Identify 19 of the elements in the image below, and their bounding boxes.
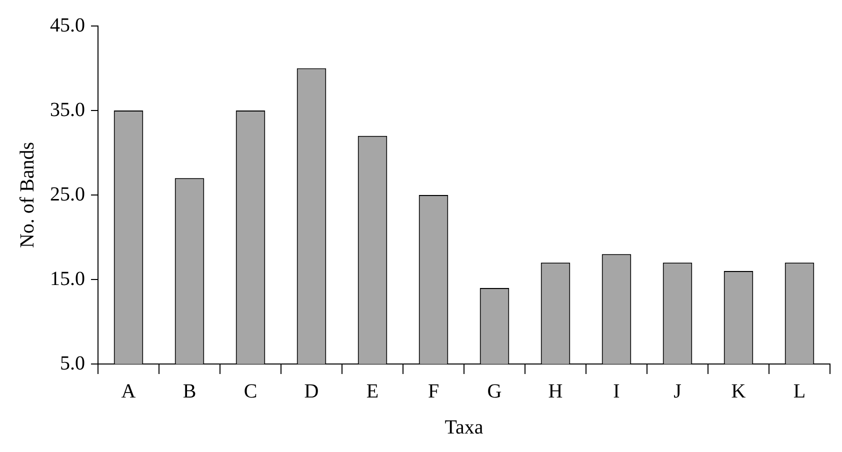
y-tick-label: 25.0 xyxy=(50,183,85,206)
x-tick-label: G xyxy=(487,380,502,402)
x-tick-label: B xyxy=(182,380,196,402)
x-tick-label: H xyxy=(548,380,563,402)
x-tick-label: I xyxy=(613,380,620,402)
x-tick-label: K xyxy=(731,380,746,402)
y-tick-label: 45.0 xyxy=(50,14,85,36)
y-tick-label: 5.0 xyxy=(60,352,85,374)
x-axis-title: Taxa xyxy=(444,416,484,438)
y-axis-title: No. of Bands xyxy=(16,142,38,248)
x-tick-label: L xyxy=(793,380,806,402)
y-tick-label: 35.0 xyxy=(50,98,85,121)
x-tick-label: A xyxy=(121,380,136,402)
x-tick-label: D xyxy=(304,380,319,402)
y-tick-label: 15.0 xyxy=(50,268,85,290)
x-tick-label: E xyxy=(366,380,379,402)
x-tick-label: F xyxy=(428,380,440,402)
x-tick-label: C xyxy=(244,380,258,402)
x-tick-label: J xyxy=(674,380,682,402)
